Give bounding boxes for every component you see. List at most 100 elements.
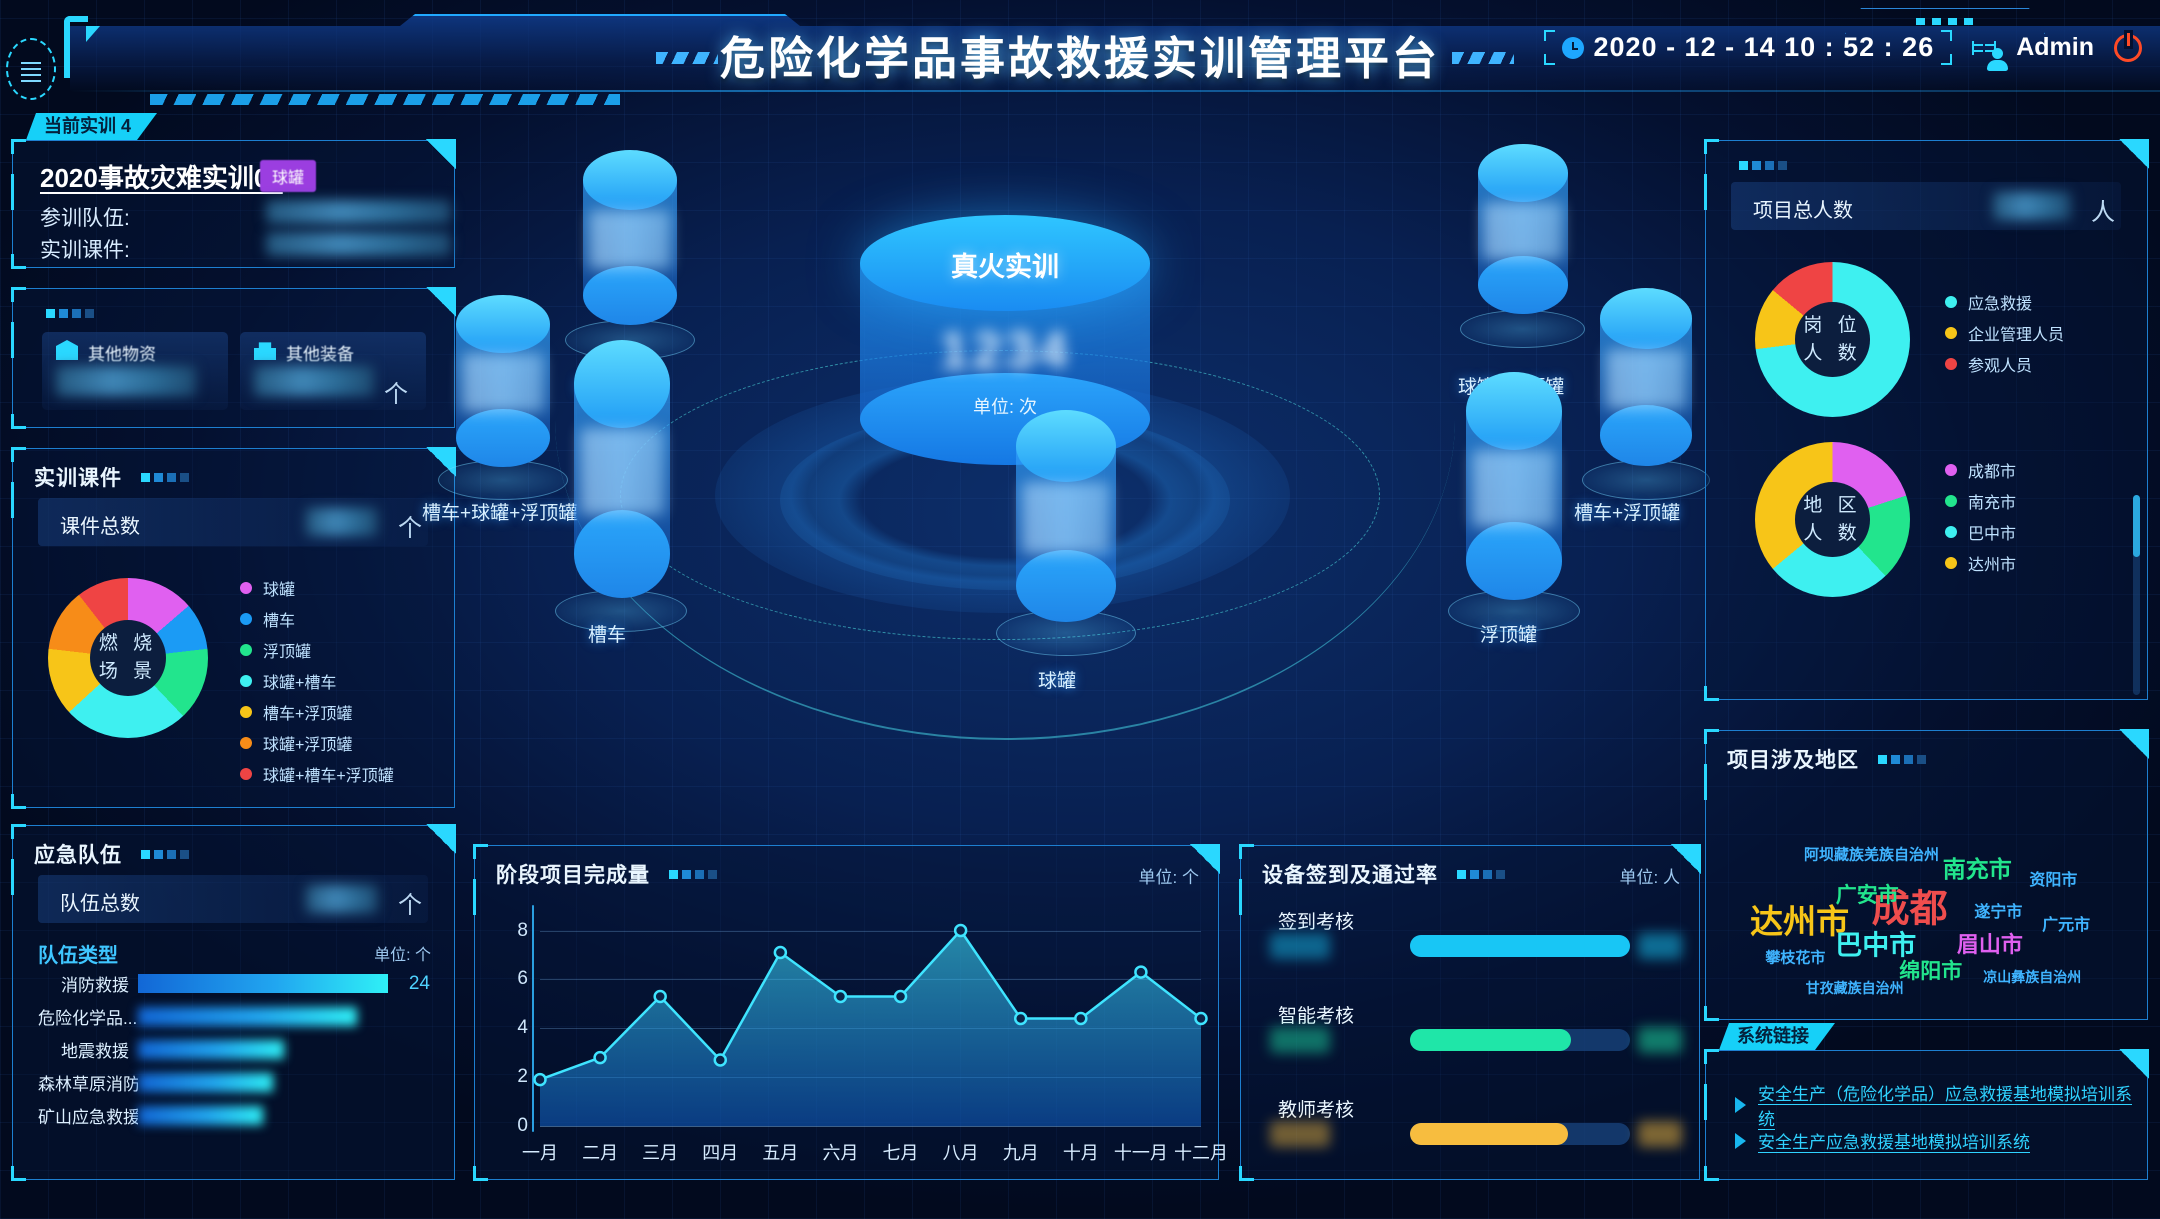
word-cloud-item[interactable]: 甘孜藏族自治州	[1805, 980, 1904, 997]
node-base-4	[555, 590, 687, 632]
pass-rate-row: 智能考核	[1240, 1001, 1700, 1095]
burn-scene-donut-chart[interactable]: 燃 烧场 景	[48, 578, 208, 738]
user-menu[interactable]	[1972, 40, 1997, 55]
header-actions: 2020 - 12 - 14 10 : 52 : 26 Admin	[1543, 28, 2142, 67]
word-cloud-item[interactable]: 广元市	[2042, 917, 2091, 935]
legend-swatch	[1945, 526, 1957, 538]
word-cloud-item[interactable]: 达州市	[1750, 902, 1850, 940]
legend-swatch	[1945, 296, 1957, 308]
legend-swatch	[240, 613, 252, 625]
legend-label: 球罐	[263, 582, 296, 599]
legend-item[interactable]: 参观人员	[1945, 352, 2064, 376]
clock-icon	[1561, 36, 1584, 59]
legend-item[interactable]: 应急救援	[1945, 290, 2064, 314]
legend-label: 参观人员	[1968, 358, 2033, 375]
app-header: 危险化学品事故救援实训管理平台 2020 - 12 - 14 10 : 52 :…	[0, 0, 2160, 112]
burn-scene-legend: 球罐槽车浮顶罐球罐+槽车槽车+浮顶罐球罐+浮顶罐 球罐+槽车+浮顶罐	[240, 576, 394, 793]
current-training-name[interactable]: 2020事故灾难实训03	[40, 163, 283, 193]
legend-item[interactable]: 成都市	[1945, 458, 2016, 482]
legend-item[interactable]: 巴中市	[1945, 520, 2016, 544]
power-icon[interactable]	[2114, 32, 2142, 62]
team-bar-fill	[138, 1106, 263, 1125]
system-link-0[interactable]: 安全生产（危险化学品）应急救援基地模拟培训系统	[1735, 1080, 2148, 1130]
courseware-total-unit: 个	[398, 515, 422, 542]
legend-item[interactable]: 南充市	[1945, 489, 2016, 513]
x-tick-label: 五月	[762, 1143, 799, 1163]
datetime-display: 2020 - 12 - 14 10 : 52 : 26	[1543, 28, 1953, 67]
word-cloud-item[interactable]: 资阳市	[2029, 872, 2078, 890]
node-cylinder-5[interactable]	[1016, 410, 1116, 622]
node-cylinder-6[interactable]	[1466, 372, 1562, 600]
word-cloud-item[interactable]: 广安市	[1835, 884, 1899, 907]
device-signin-pass-panel: 设备签到及通过率 单位: 人 签到考核 智能考核 教师考核	[1239, 844, 1701, 1181]
equipment-icon	[254, 342, 276, 360]
word-cloud-item[interactable]: 成都	[1871, 888, 1948, 931]
legend-item[interactable]: 槽车+浮顶罐	[240, 700, 394, 724]
legend-item[interactable]: 球罐	[240, 576, 394, 600]
stage-completion-panel: 阶段项目完成量 单位: 个 0 2 4 6 8 一月 二月 三月 四月 五月 六月 七月 八月 九月 十月十…	[473, 844, 1228, 1181]
title-dash-left-icon	[656, 52, 718, 64]
word-cloud-item[interactable]: 攀枝花市	[1765, 949, 1826, 967]
panel-dots-icon	[46, 300, 98, 324]
y-tick-label: 6	[517, 968, 528, 990]
legend-item[interactable]: 球罐+槽车+浮顶罐	[240, 762, 394, 786]
region-word-cloud[interactable]: 成都 达州市 巴中市 眉山市 南充市广安市绵阳市 遂宁市 资阳市广元市攀枝花市 阿坝藏族羌族自…	[1715, 782, 2138, 1006]
pass-rate-track	[1410, 1029, 1630, 1051]
region-count-donut-chart[interactable]: 地 区人 数	[1755, 442, 1910, 597]
stage-completion-area-chart[interactable]: 0 2 4 6 8 一月 二月 三月 四月 五月 六月 七月 八月 九月 十月 十一月 十二月	[517, 911, 1228, 1163]
pass-panel-unit: 单位: 人	[1619, 868, 1680, 887]
training-courseware-value	[266, 232, 451, 256]
courseware-panel: 实训课件 课件总数 个 燃 烧场 景 球罐 槽车 浮顶罐 球罐+槽车 槽车+浮顶罐 球罐+…	[11, 447, 456, 809]
word-cloud-item[interactable]: 眉山市	[1956, 932, 2023, 958]
word-cloud-item[interactable]: 凉山彝族自治州	[1983, 968, 2082, 985]
legend-item[interactable]: 槽车	[240, 607, 394, 631]
word-cloud-item[interactable]: 南充市	[1942, 856, 2012, 883]
legend-swatch	[240, 644, 252, 656]
team-total-label: 队伍总数	[60, 893, 140, 915]
system-link-1[interactable]: 安全生产应急救援基地模拟培训系统	[1735, 1128, 2030, 1153]
people-scrollbar[interactable]	[2133, 495, 2140, 695]
courseware-total-label: 课件总数	[60, 516, 140, 538]
node-cylinder-3[interactable]	[1600, 288, 1692, 466]
panel-dots-icon	[1877, 746, 1930, 770]
legend-item[interactable]: 球罐+浮顶罐	[240, 731, 394, 755]
menu-icon[interactable]	[6, 38, 56, 100]
legend-item[interactable]: 球罐+槽车	[240, 669, 394, 693]
panel-dots-icon	[1739, 152, 1791, 176]
legend-label: 巴中市	[1968, 526, 2017, 543]
pass-rate-track	[1410, 935, 1630, 957]
pass-rate-label: 教师考核	[1278, 1100, 1355, 1121]
current-training-panel: 当前实训 4 2020事故灾难实训03 球罐 参训队伍: 实训课件:	[11, 140, 456, 269]
word-cloud-item[interactable]: 遂宁市	[1974, 903, 2023, 921]
system-links-panel: 系统链接 安全生产（危险化学品）应急救援基地模拟培训系统 安全生产应急救援基地模…	[1704, 1050, 2149, 1181]
node-cylinder-1[interactable]	[1478, 144, 1568, 314]
team-bar-label: 危险化学品...	[38, 1009, 138, 1028]
legend-label: 应急救援	[1968, 296, 2033, 313]
supply-card-equipment[interactable]: 其他装备	[240, 332, 426, 410]
word-cloud-item[interactable]: 阿坝藏族羌族自治州	[1803, 846, 1940, 864]
pass-rate-sub-value	[1270, 1121, 1330, 1147]
system-link-0-text[interactable]: 安全生产（危险化学品）应急救援基地模拟培训系统	[1758, 1085, 2132, 1129]
legend-item[interactable]: 浮顶罐	[240, 638, 394, 662]
system-link-1-text[interactable]: 安全生产应急救援基地模拟培训系统	[1758, 1133, 2030, 1152]
legend-item[interactable]: 达州市	[1945, 551, 2016, 575]
training-courseware-label: 实训课件:	[40, 239, 130, 262]
legend-item[interactable]: 企业管理人员	[1945, 321, 2064, 345]
team-bar-track	[138, 1106, 388, 1125]
word-cloud-item[interactable]: 巴中市	[1835, 930, 1917, 961]
word-cloud-item[interactable]: 绵阳市	[1899, 960, 1963, 984]
node-cylinder-0[interactable]	[583, 150, 677, 325]
supply-unit-label: 个	[384, 381, 408, 408]
team-bar-row: 危险化学品...	[38, 1006, 430, 1028]
node-cylinder-2[interactable]	[456, 295, 550, 467]
legend-label: 槽车+浮顶罐	[263, 706, 353, 723]
team-bar-track	[138, 1040, 388, 1059]
supply-card-materials[interactable]: 其他物资	[42, 332, 228, 410]
job-count-donut-chart[interactable]: 岗 位人 数	[1755, 262, 1910, 417]
team-total-unit: 个	[398, 892, 422, 919]
node-cylinder-4[interactable]	[574, 340, 670, 598]
node-label-2: 槽车+球罐+浮顶罐	[422, 503, 578, 524]
team-bar-value: 24	[408, 972, 430, 994]
team-bar-track	[138, 1007, 388, 1026]
team-bar-fill	[138, 974, 388, 993]
